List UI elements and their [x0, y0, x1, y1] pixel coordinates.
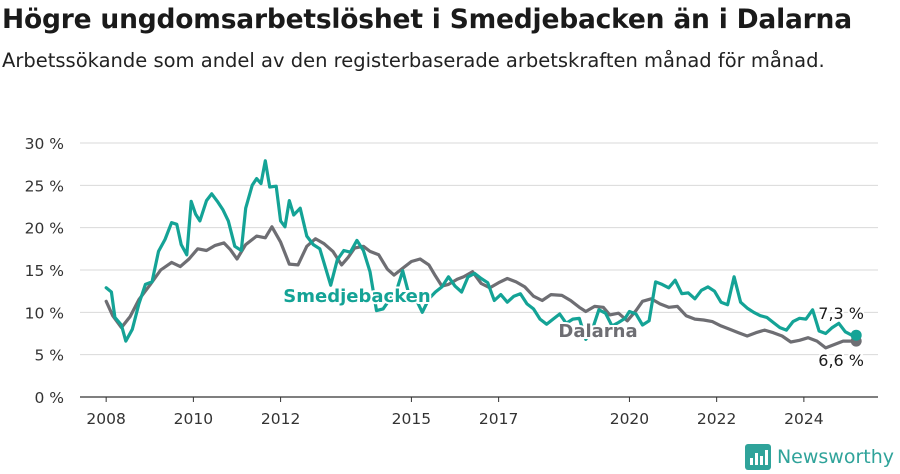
series-label-dalarna: Dalarna	[558, 321, 637, 342]
y-axis-ticks: 0 % 5 % 10 % 15 % 20 % 25 % 30 %	[25, 135, 64, 407]
x-tick-label: 2008	[86, 410, 125, 428]
end-value-dalarna: 6,6 %	[818, 351, 864, 370]
x-tick-label: 2012	[261, 410, 300, 428]
end-point-smedjebacken	[850, 329, 862, 341]
x-tick-label: 2010	[174, 410, 213, 428]
series-labels: Smedjebacken Dalarna 7,3 % 6,6 %	[281, 284, 866, 372]
y-tick-label: 30 %	[25, 135, 64, 153]
y-tick-label: 0 %	[34, 389, 64, 407]
grid-lines	[80, 142, 878, 398]
series-line-smedjebacken	[104, 159, 858, 343]
chart-subtitle: Arbetssökande som andel av den registerb…	[2, 49, 825, 72]
y-tick-label: 10 %	[25, 304, 64, 322]
brand-name: Newsworthy	[776, 446, 894, 468]
end-value-smedjebacken: 7,3 %	[818, 304, 864, 323]
x-axis-ticks: 2008 2010 2012 2015 2017 2020 2022 2024	[86, 397, 824, 428]
series-label-smedjebacken: Smedjebacken	[283, 286, 430, 307]
series-lines	[104, 159, 862, 350]
y-tick-label: 25 %	[25, 177, 64, 195]
y-tick-label: 15 %	[25, 262, 64, 280]
brand-logo[interactable]: Newsworthy	[744, 444, 894, 470]
x-tick-label: 2015	[392, 410, 431, 428]
y-tick-label: 5 %	[34, 347, 64, 365]
x-tick-label: 2020	[610, 410, 649, 428]
x-tick-label: 2024	[784, 410, 823, 428]
x-tick-label: 2022	[697, 410, 736, 428]
bar-chart-icon	[744, 444, 771, 470]
series-line-dalarna	[104, 225, 858, 350]
y-tick-label: 20 %	[25, 220, 64, 238]
x-tick-label: 2017	[479, 410, 518, 428]
chart-title: Högre ungdomsarbetslöshet i Smedjebacken…	[2, 4, 852, 35]
